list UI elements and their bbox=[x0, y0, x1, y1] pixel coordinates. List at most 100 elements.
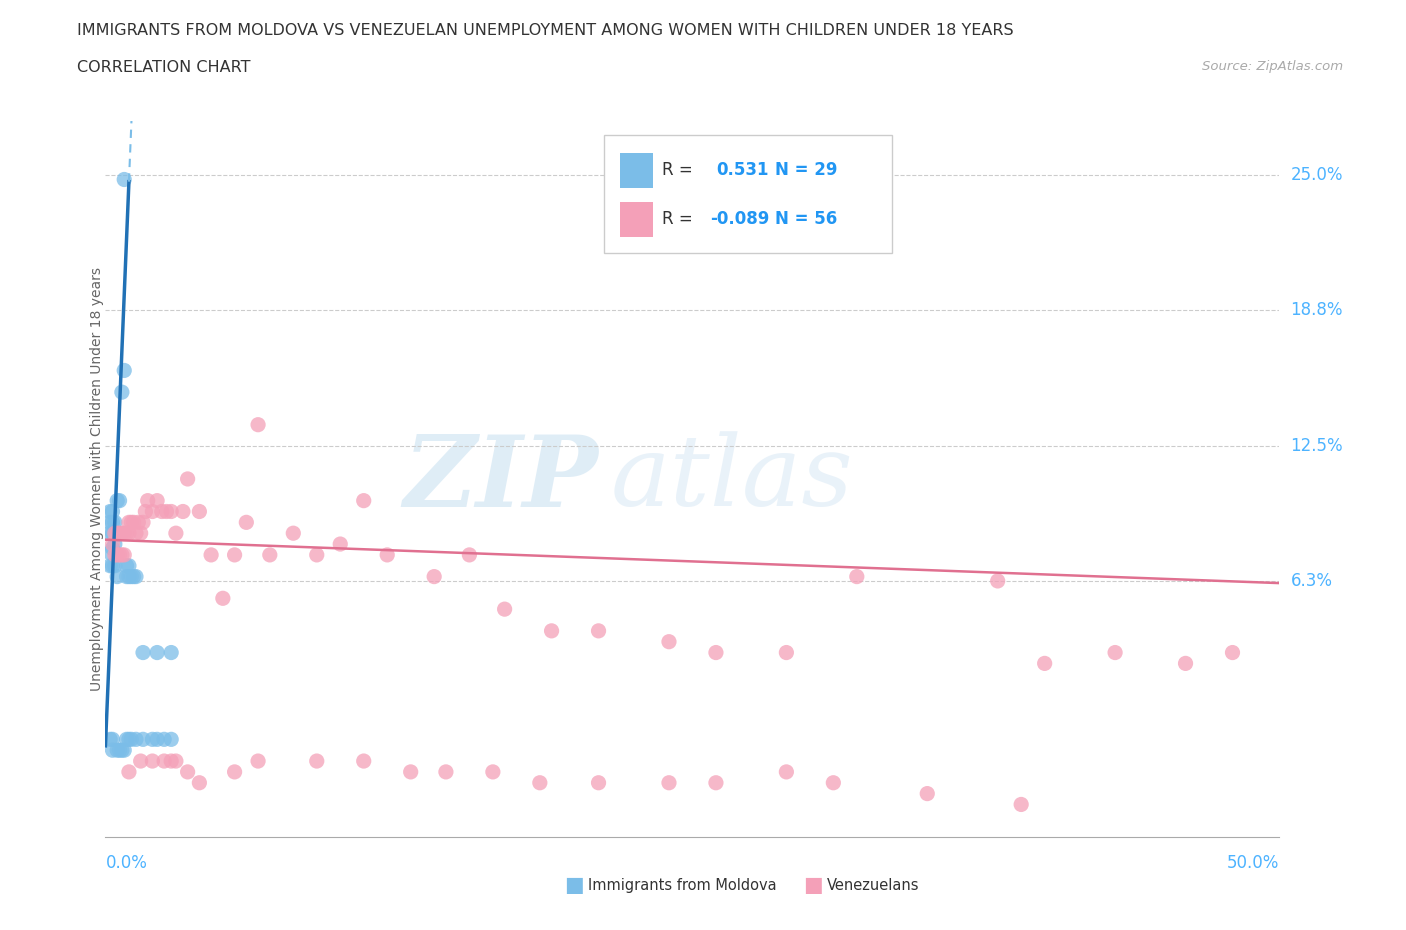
Text: 6.3%: 6.3% bbox=[1291, 572, 1333, 590]
Point bbox=[823, 776, 845, 790]
Point bbox=[224, 548, 246, 563]
Point bbox=[112, 743, 135, 758]
Point bbox=[101, 743, 124, 758]
Point bbox=[176, 764, 198, 779]
Text: N = 56: N = 56 bbox=[775, 210, 837, 228]
FancyBboxPatch shape bbox=[620, 202, 652, 236]
Point bbox=[305, 753, 328, 768]
Text: 0.0%: 0.0% bbox=[105, 855, 148, 872]
Point bbox=[125, 525, 148, 540]
Point bbox=[104, 515, 127, 530]
Point bbox=[494, 602, 516, 617]
Point bbox=[458, 548, 481, 563]
Point bbox=[176, 472, 198, 486]
Point bbox=[111, 548, 134, 563]
Point bbox=[160, 732, 183, 747]
Point bbox=[101, 558, 124, 573]
Point bbox=[105, 548, 128, 563]
Point bbox=[1174, 656, 1197, 671]
Text: 12.5%: 12.5% bbox=[1291, 437, 1343, 456]
Point bbox=[165, 753, 187, 768]
Point bbox=[112, 548, 135, 563]
Text: ■: ■ bbox=[803, 875, 823, 896]
Point bbox=[160, 753, 183, 768]
Point bbox=[375, 548, 398, 563]
Point bbox=[108, 743, 131, 758]
Point bbox=[98, 525, 121, 540]
Point bbox=[658, 634, 681, 649]
Point bbox=[115, 525, 138, 540]
Point bbox=[704, 645, 727, 660]
Point bbox=[122, 569, 145, 584]
Point bbox=[588, 623, 610, 638]
Point bbox=[101, 525, 124, 540]
Y-axis label: Unemployment Among Women with Children Under 18 years: Unemployment Among Women with Children U… bbox=[90, 267, 104, 691]
Text: 25.0%: 25.0% bbox=[1291, 166, 1343, 184]
Point bbox=[188, 776, 211, 790]
Point bbox=[104, 525, 127, 540]
Point bbox=[129, 753, 152, 768]
Point bbox=[540, 623, 562, 638]
Point bbox=[101, 541, 124, 556]
Point bbox=[165, 525, 187, 540]
Point bbox=[845, 569, 868, 584]
Point bbox=[122, 515, 145, 530]
Point bbox=[247, 753, 270, 768]
Text: -0.089: -0.089 bbox=[710, 210, 769, 228]
Point bbox=[188, 504, 211, 519]
Point bbox=[105, 525, 128, 540]
Point bbox=[98, 732, 121, 747]
Point bbox=[224, 764, 246, 779]
Point bbox=[155, 504, 177, 519]
Point bbox=[108, 548, 131, 563]
Point bbox=[111, 743, 134, 758]
Point bbox=[247, 418, 270, 432]
Point bbox=[104, 548, 127, 563]
Point bbox=[115, 569, 138, 584]
Point bbox=[108, 493, 131, 508]
Point bbox=[115, 558, 138, 573]
Point bbox=[704, 776, 727, 790]
Point bbox=[1033, 656, 1056, 671]
Text: Source: ZipAtlas.com: Source: ZipAtlas.com bbox=[1202, 60, 1343, 73]
Point bbox=[305, 548, 328, 563]
Point bbox=[105, 569, 128, 584]
Point bbox=[153, 732, 176, 747]
Point bbox=[146, 493, 169, 508]
Text: 18.8%: 18.8% bbox=[1291, 300, 1343, 319]
Point bbox=[283, 525, 305, 540]
Point bbox=[98, 545, 121, 560]
Point bbox=[423, 569, 446, 584]
Point bbox=[160, 504, 183, 519]
Point bbox=[775, 645, 797, 660]
Text: N = 29: N = 29 bbox=[775, 161, 837, 179]
Point bbox=[146, 732, 169, 747]
Point bbox=[1104, 645, 1126, 660]
Point bbox=[434, 764, 457, 779]
Point bbox=[200, 548, 222, 563]
Point bbox=[775, 764, 797, 779]
Point bbox=[105, 743, 128, 758]
Text: 50.0%: 50.0% bbox=[1227, 855, 1279, 872]
Point bbox=[105, 493, 128, 508]
Point bbox=[104, 537, 127, 551]
Point bbox=[132, 645, 155, 660]
Point bbox=[150, 504, 173, 519]
Point bbox=[329, 537, 352, 551]
Point bbox=[101, 732, 124, 747]
Point bbox=[658, 776, 681, 790]
Point bbox=[125, 569, 148, 584]
Point bbox=[98, 558, 121, 573]
Point bbox=[1222, 645, 1244, 660]
Point bbox=[141, 732, 163, 747]
Point bbox=[146, 645, 169, 660]
Point bbox=[1010, 797, 1032, 812]
Text: R =: R = bbox=[662, 210, 693, 228]
Text: IMMIGRANTS FROM MOLDOVA VS VENEZUELAN UNEMPLOYMENT AMONG WOMEN WITH CHILDREN UND: IMMIGRANTS FROM MOLDOVA VS VENEZUELAN UN… bbox=[77, 23, 1014, 38]
Point bbox=[108, 525, 131, 540]
Point bbox=[111, 385, 134, 400]
Point bbox=[172, 504, 194, 519]
Point bbox=[112, 525, 135, 540]
Point bbox=[118, 569, 141, 584]
Point bbox=[118, 525, 141, 540]
